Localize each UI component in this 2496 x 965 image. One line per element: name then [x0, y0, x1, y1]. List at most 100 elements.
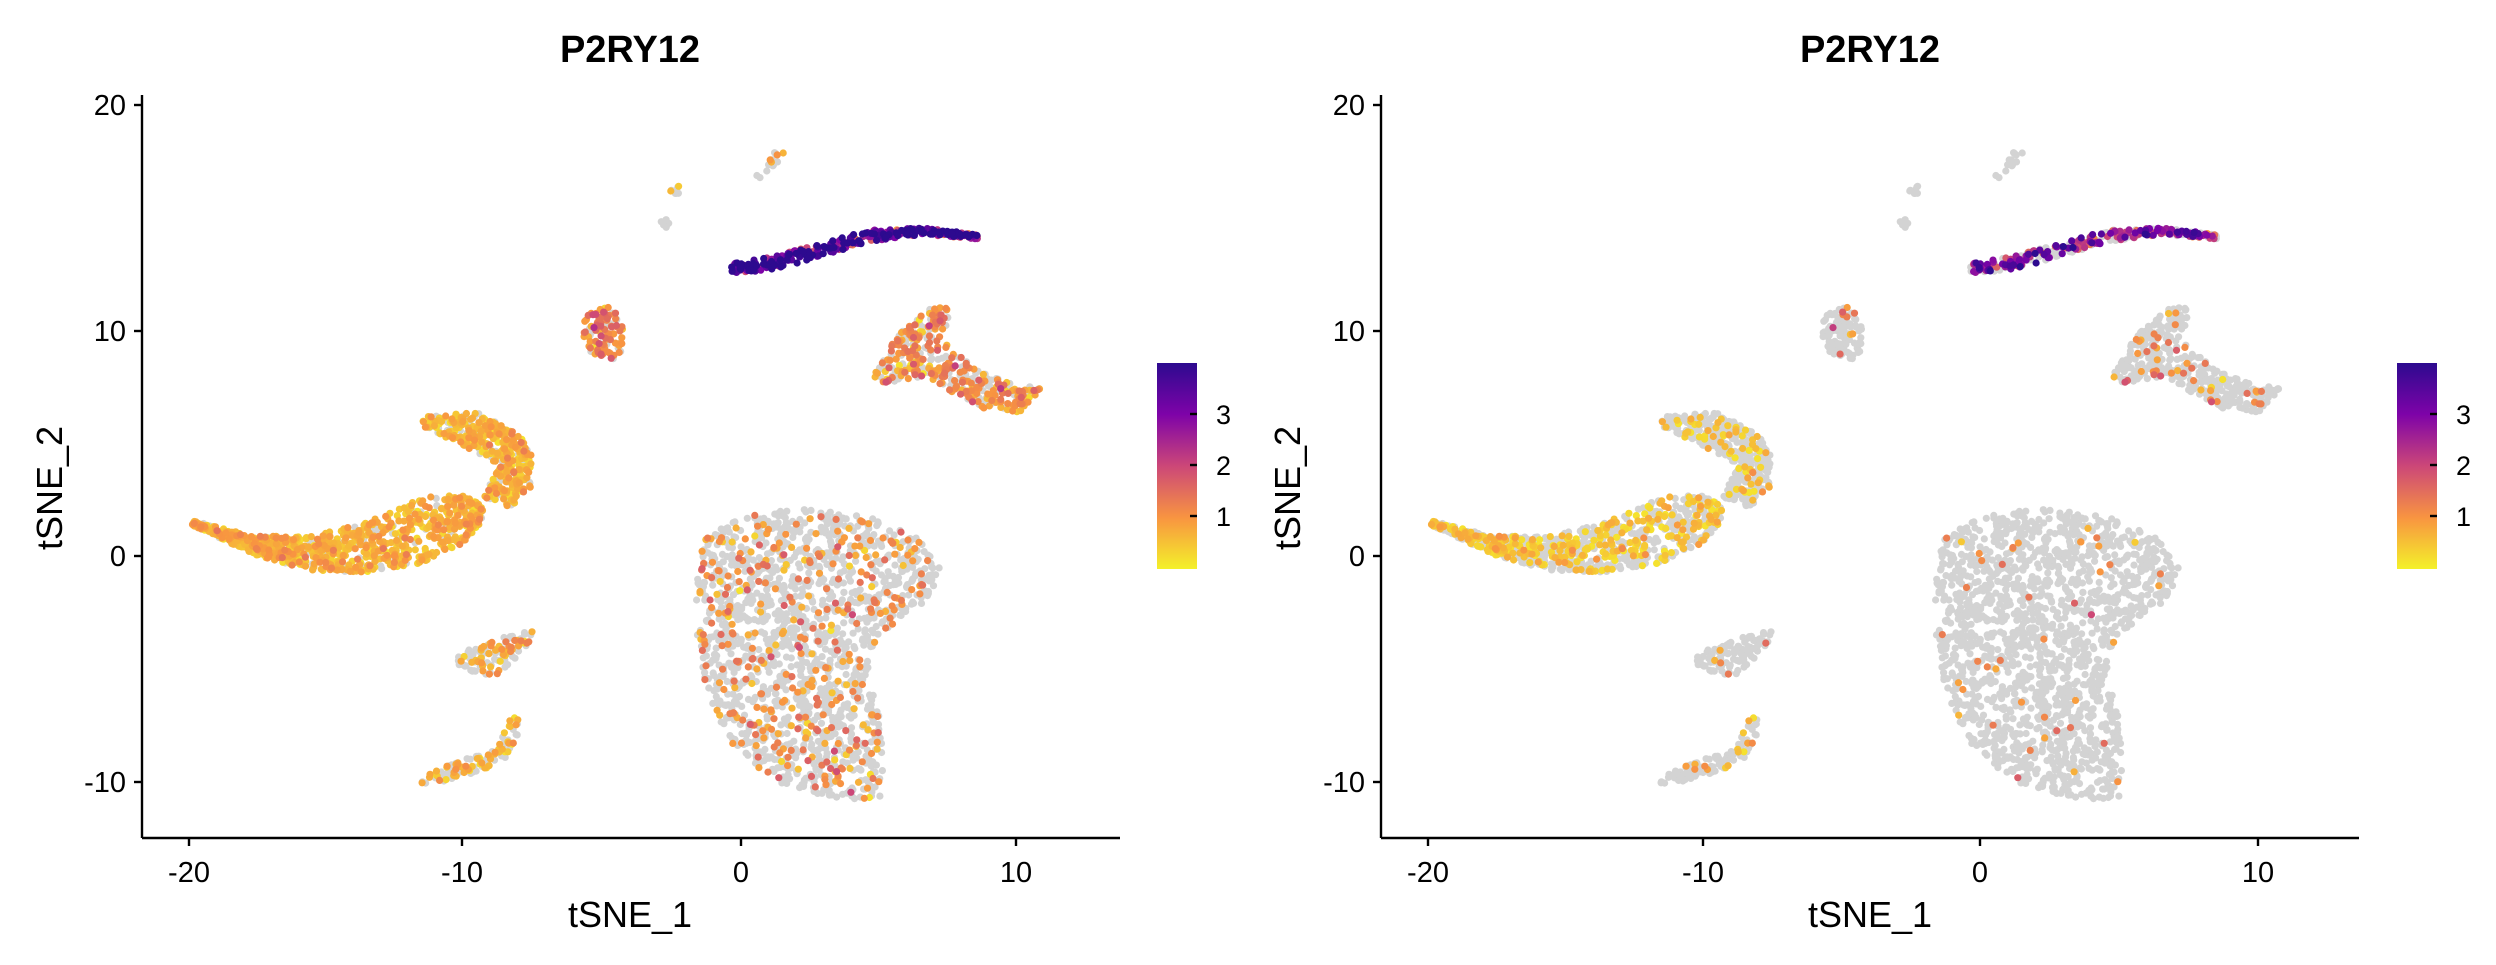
expressing-cell-point — [612, 310, 619, 317]
expressing-cell-point — [737, 264, 744, 271]
expressing-cell-point — [354, 556, 361, 563]
expressing-cell-point — [778, 758, 785, 765]
expressing-cell-point — [835, 678, 842, 685]
expressing-cell-point — [852, 680, 859, 687]
expressing-cell-point — [803, 545, 810, 552]
expressing-cell-point — [618, 340, 625, 347]
expressing-cell-point — [957, 391, 964, 398]
expressing-cell-point — [829, 560, 836, 567]
expressing-cell-point — [911, 232, 918, 239]
expressing-cell-point — [598, 351, 605, 358]
expressing-cell-point — [728, 264, 735, 271]
expressing-cell-point — [764, 769, 771, 776]
cell-point — [939, 355, 946, 362]
expressing-cell-point — [859, 681, 866, 688]
expressing-cell-point — [1030, 387, 1037, 394]
expressing-cell-point — [463, 521, 470, 528]
expressing-cell-point — [738, 740, 745, 747]
x-ticks: -20 -10 0 10 — [168, 838, 1032, 889]
expressing-cell-point — [380, 545, 387, 552]
expressing-cell-point — [418, 556, 425, 563]
cell-point — [700, 654, 707, 661]
expressing-cell-point — [891, 551, 898, 558]
expressing-cell-point — [440, 526, 447, 533]
expressing-cell-point — [401, 534, 408, 541]
expressing-cell-point — [510, 469, 517, 476]
expressing-cell-point — [237, 531, 244, 538]
expressing-cell-point — [366, 521, 373, 528]
expressing-cell-point — [863, 554, 870, 561]
cell-point — [886, 582, 893, 589]
expressing-cell-point — [708, 620, 715, 627]
expressing-cell-point — [600, 309, 607, 316]
expressing-cell-point — [805, 592, 812, 599]
expressing-cell-point — [747, 721, 754, 728]
expressing-cell-point — [478, 439, 485, 446]
cell-point — [873, 762, 880, 769]
expressing-cell-point — [808, 773, 815, 780]
expressing-cell-point — [828, 724, 835, 731]
expressing-cell-point — [458, 503, 465, 510]
cell-point — [885, 568, 892, 575]
expressing-cell-point — [675, 183, 682, 190]
expressing-cell-point — [488, 639, 495, 646]
expressing-cell-point — [934, 347, 941, 354]
expressing-cell-point — [328, 565, 335, 572]
cell-point — [763, 167, 770, 174]
expressing-cell-point — [781, 602, 788, 609]
expressing-cell-point — [383, 552, 390, 559]
expressing-cell-point — [800, 746, 807, 753]
expressing-cell-point — [871, 599, 878, 606]
expressing-cell-point — [729, 538, 736, 545]
expressing-cell-point — [774, 151, 781, 158]
expressing-cell-point — [468, 659, 475, 666]
expressing-cell-point — [782, 531, 789, 538]
expressing-cell-point — [667, 187, 674, 194]
expressing-cell-point — [358, 568, 365, 575]
expressing-cell-point — [767, 706, 774, 713]
expressing-cell-point — [753, 704, 760, 711]
expressing-cell-point — [911, 371, 918, 378]
expressing-cell-point — [918, 226, 925, 233]
expressing-cell-point — [415, 538, 422, 545]
expressing-cell-point — [768, 726, 775, 733]
cell-point — [847, 578, 854, 585]
expressing-cell-point — [509, 437, 516, 444]
cell-point — [797, 667, 804, 674]
cell-point — [772, 690, 779, 697]
expressing-cell-point — [722, 591, 729, 598]
expressing-cell-point — [446, 509, 453, 516]
expressing-cell-point — [451, 526, 458, 533]
expressing-cell-point — [518, 439, 525, 446]
expressing-cell-point — [904, 348, 911, 355]
expressing-cell-point — [745, 663, 752, 670]
expressing-cell-point — [478, 506, 485, 513]
cell-point — [796, 528, 803, 535]
cell-point — [765, 755, 772, 762]
expressing-cell-point — [788, 747, 795, 754]
cell-point — [879, 618, 886, 625]
expressing-cell-point — [872, 551, 879, 558]
expressing-cell-point — [736, 587, 743, 594]
cell-point — [791, 553, 798, 560]
expressing-cell-point — [867, 605, 874, 612]
expressing-cell-point — [968, 380, 975, 387]
expressing-cell-point — [894, 337, 901, 344]
cell-point — [755, 618, 762, 625]
expressing-cell-point — [431, 422, 438, 429]
cell-point — [743, 750, 750, 757]
cell-point — [734, 612, 741, 619]
expressing-cell-point — [884, 589, 891, 596]
expressing-cell-point — [475, 419, 482, 426]
expressing-cell-point — [853, 620, 860, 627]
expressing-cell-point — [795, 575, 802, 582]
expressing-cell-point — [835, 607, 842, 614]
expressing-cell-point — [504, 502, 511, 509]
expressing-cell-point — [753, 742, 760, 749]
expressing-cell-point — [807, 515, 814, 522]
expressing-cell-point — [729, 740, 736, 747]
expressing-cell-point — [445, 496, 452, 503]
expressing-cell-point — [468, 500, 475, 507]
expressing-cell-point — [742, 535, 749, 542]
cell-point — [815, 580, 822, 587]
